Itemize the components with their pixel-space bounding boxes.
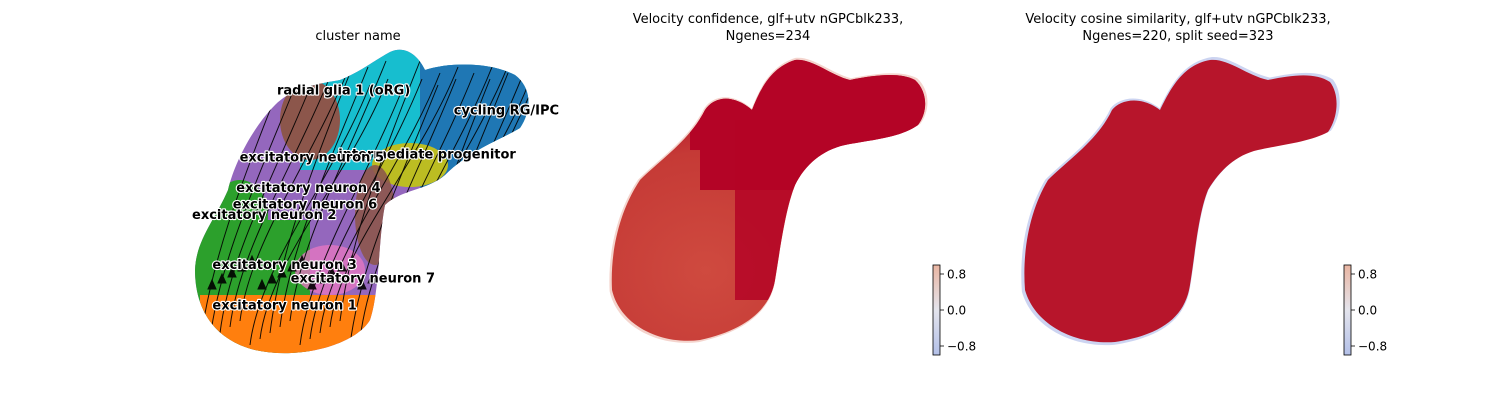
panel-velocity-confidence: Velocity confidence, glf+utv nGPCblk233,… <box>609 12 976 356</box>
streamline-arrow <box>467 272 477 284</box>
cluster-label-6: excitatory neuron 2 <box>192 208 336 223</box>
colorbar-confidence: 0.8 0.0 −0.8 <box>932 264 976 356</box>
streamline-arrow <box>267 272 277 284</box>
colorbar-tick-label: 0.0 <box>947 304 966 318</box>
streamline <box>249 84 371 346</box>
streamline-arrow <box>447 254 457 266</box>
cluster-label-1: cycling RG/IPC <box>454 104 559 119</box>
panel1-title: cluster name <box>315 29 400 44</box>
cluster-label-0: radial glia 1 (oRG) <box>277 84 410 99</box>
colorbar-cosine: 0.8 0.0 −0.8 <box>1343 264 1387 356</box>
streamline-arrow <box>347 254 357 266</box>
streamline-arrow <box>327 266 337 278</box>
panel-velocity-cosine: Velocity cosine similarity, glf+utv nGPC… <box>1021 12 1387 356</box>
streamline-arrow <box>297 254 307 266</box>
streamline-arrow <box>277 266 287 278</box>
panel3-title-line2: Ngenes=220, split seed=323 <box>1082 29 1273 44</box>
streamline <box>319 72 441 334</box>
streamline <box>239 60 353 322</box>
streamline-arrow <box>317 272 327 284</box>
streamline-arrow <box>307 278 317 290</box>
streamline <box>309 78 423 340</box>
streamline-arrow <box>217 272 227 284</box>
colorbar-tick-label: 0.8 <box>947 268 966 282</box>
streamline-arrow <box>397 254 407 266</box>
streamline <box>269 72 351 334</box>
streamline-arrow <box>497 254 507 266</box>
streamline-arrow <box>527 266 529 278</box>
streamline <box>229 66 335 328</box>
streamline <box>209 78 299 340</box>
streamline <box>219 72 317 334</box>
cluster-label-7: excitatory neuron 3 <box>212 258 356 273</box>
streamline-arrow <box>357 278 367 290</box>
streamline-arrow <box>538 262 546 271</box>
streamline-arrow <box>477 266 487 278</box>
streamline-arrow <box>207 278 217 290</box>
streamline-arrow <box>337 260 347 272</box>
colorbar-tick-label: 0.8 <box>1358 268 1377 282</box>
streamline <box>329 66 459 328</box>
streamline-arrow <box>437 260 447 272</box>
streamline-arrow <box>487 260 497 272</box>
streamline-arrow <box>457 278 467 290</box>
cluster-label-3: excitatory neuron 5 <box>240 151 384 166</box>
streamline-arrow <box>387 260 397 272</box>
streamline <box>289 60 387 322</box>
cluster-label-8: excitatory neuron 7 <box>291 272 435 287</box>
cluster-label-4: excitatory neuron 4 <box>236 181 380 196</box>
cluster-label-5: excitatory neuron 6 <box>233 198 377 213</box>
confidence-point-cloud <box>609 57 928 343</box>
colorbar-tick-label: −0.8 <box>947 340 976 354</box>
streamline <box>259 78 389 340</box>
colorbar-tick-label: −0.8 <box>1358 340 1387 354</box>
colorbar-tick-label: 0.0 <box>1358 304 1377 318</box>
streamline-arrow <box>257 278 267 290</box>
streamline-arrow <box>287 260 297 272</box>
streamline-arrow <box>227 266 237 278</box>
streamline-arrow <box>367 272 377 284</box>
streamline-arrow <box>247 254 257 266</box>
streamline <box>279 66 369 328</box>
streamline-arrow <box>507 278 517 290</box>
panel2-title-line2: Ngenes=234 <box>726 29 811 44</box>
streamline <box>339 60 421 322</box>
panel-cluster-name: cluster name radial glia 1 (oRG) cycling … <box>191 29 560 354</box>
streamline-arrow <box>517 272 527 284</box>
panel3-title-line1: Velocity cosine similarity, glf+utv nGPC… <box>1025 12 1330 27</box>
cluster-label-9: excitatory neuron 1 <box>212 299 356 314</box>
cluster-labels: radial glia 1 (oRG) cycling RG/IPC interme… <box>191 82 560 314</box>
cluster-label-2: intermediate progenitor <box>338 147 516 162</box>
streamline-arrow <box>237 260 247 272</box>
streamline <box>299 84 405 346</box>
panel2-title-line1: Velocity confidence, glf+utv nGPCblk233, <box>633 12 904 27</box>
cosine-point-cloud <box>1021 57 1340 346</box>
